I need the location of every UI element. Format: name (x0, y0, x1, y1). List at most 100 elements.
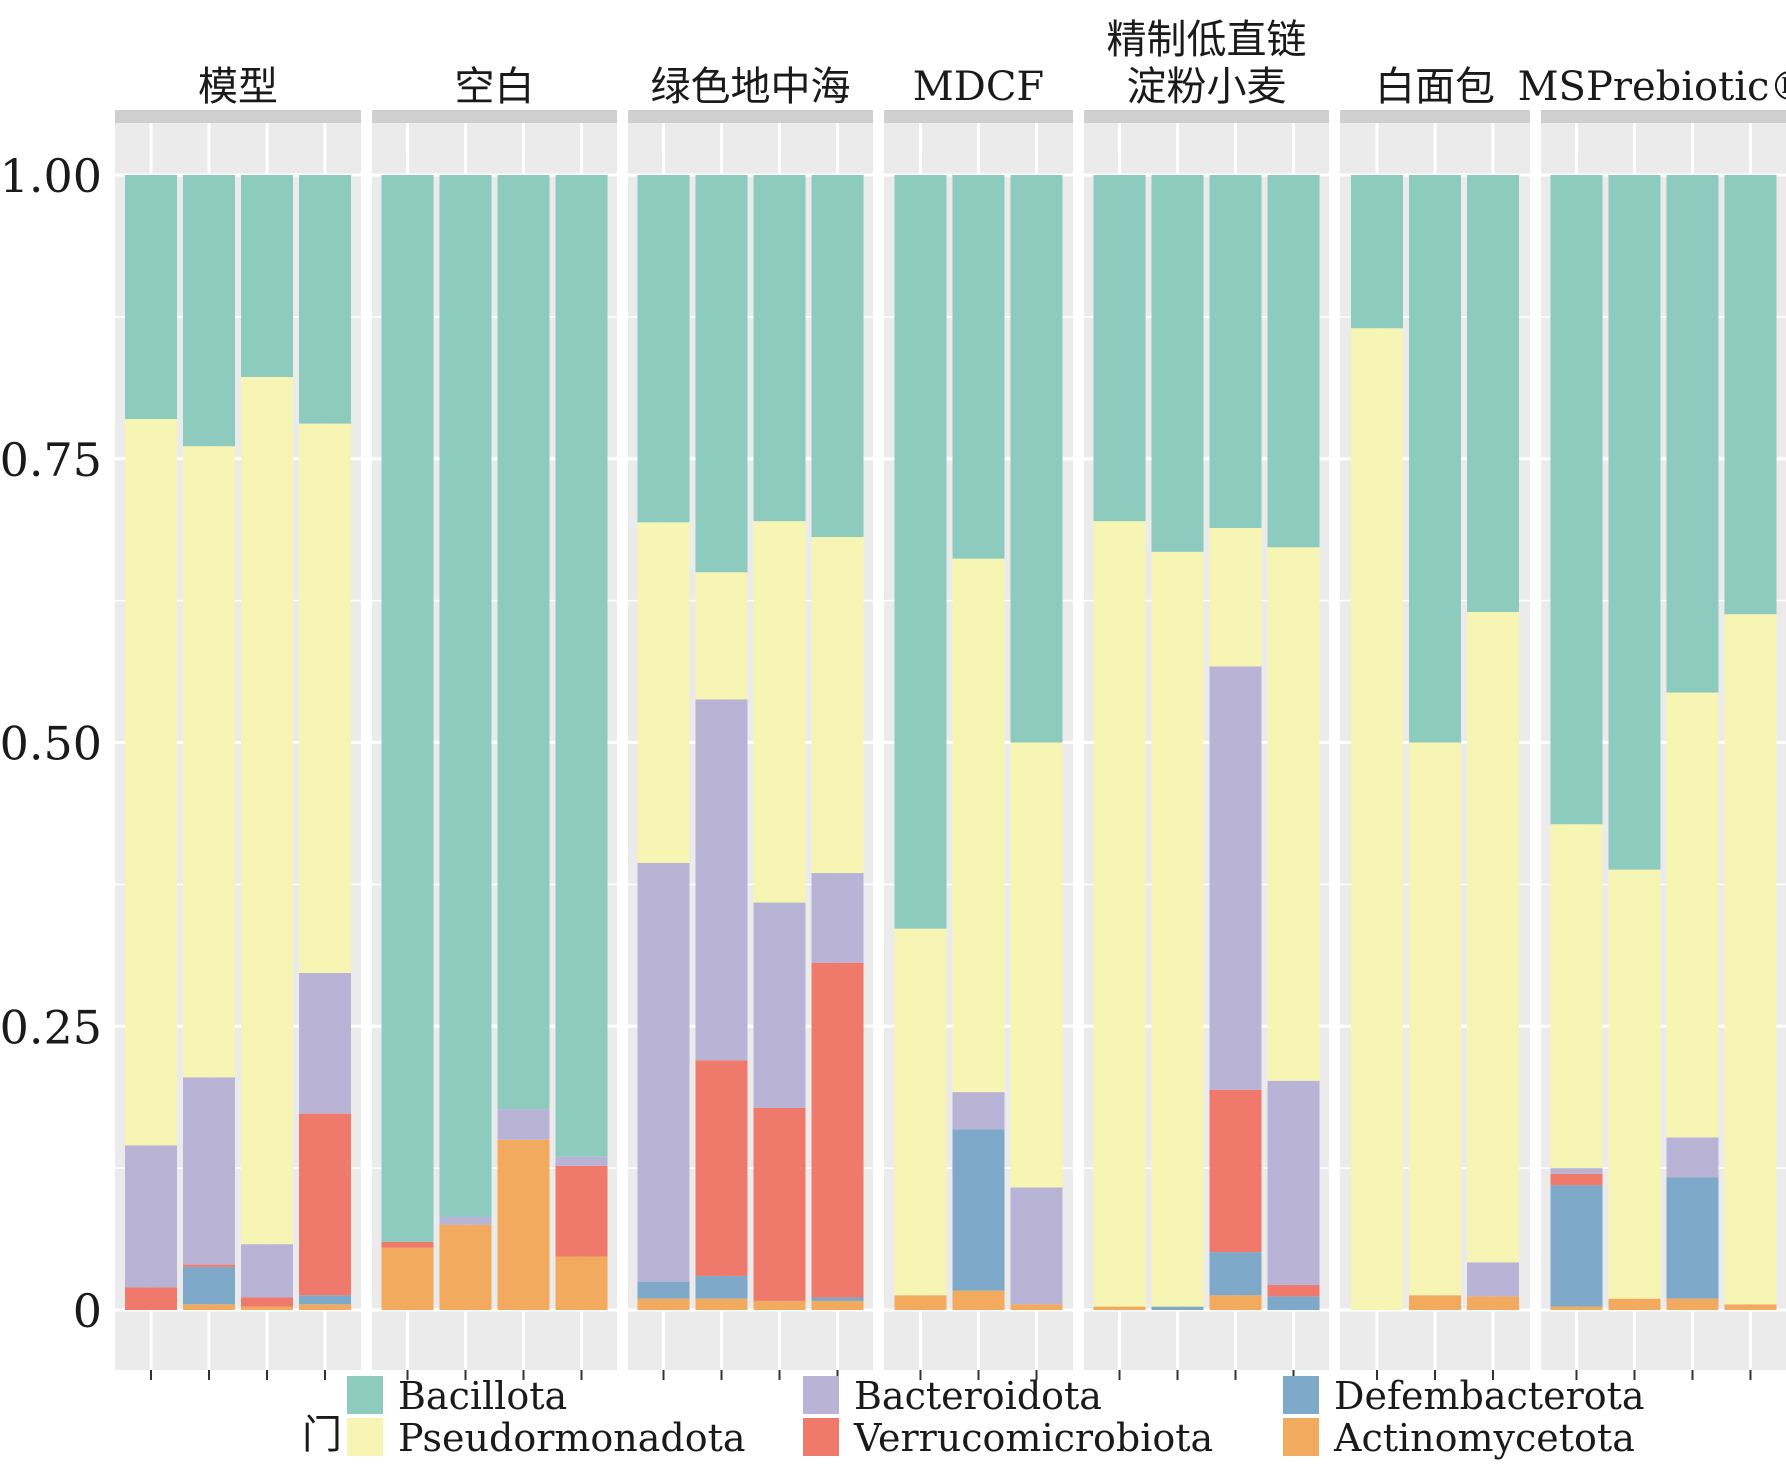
facet-strip (372, 110, 617, 123)
bar-segment-actinomycetota (1010, 1304, 1063, 1310)
bar-segment-bacteroidota (555, 1156, 608, 1166)
bar-segment-bacteroidota (695, 699, 748, 1061)
legend-label-bacteroidota: Bacteroidota (854, 1374, 1102, 1418)
bar-segment-actinomycetota (1724, 1304, 1777, 1310)
facet-panel: 模型 (115, 64, 361, 1380)
bar-stack (1409, 175, 1461, 1310)
bar-segment-verrucomicrobiota (753, 1107, 806, 1301)
bar-segment-bacillota (1666, 175, 1719, 693)
facet-strip (628, 110, 873, 123)
bar-segment-pseudormonadota (1010, 742, 1063, 1188)
bar-segment-pseudormonadota (1267, 547, 1320, 1081)
bar-stack (1151, 175, 1204, 1310)
bar-segment-actinomycetota (183, 1304, 235, 1310)
bar-segment-pseudormonadota (1550, 824, 1603, 1169)
facet-strip (1340, 110, 1530, 123)
bar-stack (637, 175, 690, 1310)
legend-label-actinomycetota: Actinomycetota (1333, 1416, 1635, 1460)
bar-segment-actinomycetota (1467, 1296, 1519, 1310)
bar-segment-bacillota (1467, 175, 1519, 612)
bar-segment-bacillota (125, 175, 177, 420)
legend-swatch-actinomycetota (1283, 1418, 1319, 1456)
facet-title: MSPrebiotic® (1518, 64, 1786, 110)
bar-segment-verrucomicrobiota (1267, 1285, 1320, 1297)
bar-segment-verrucomicrobiota (125, 1287, 177, 1310)
bar-segment-defembacterota (1550, 1185, 1603, 1307)
bar-stack (497, 175, 550, 1310)
bar-stack (183, 175, 235, 1310)
facet-title: 模型 (198, 64, 278, 110)
bar-segment-defembacterota (1267, 1296, 1320, 1310)
bar-segment-bacillota (1010, 175, 1063, 743)
legend-swatch-defembacterota (1283, 1376, 1319, 1414)
bar-segment-actinomycetota (1093, 1306, 1146, 1310)
bar-stack (1724, 175, 1777, 1310)
bar-segment-pseudormonadota (1608, 869, 1661, 1299)
bar-segment-bacillota (1151, 175, 1204, 552)
bar-segment-actinomycetota (1550, 1306, 1603, 1310)
legend-label-verrucomicrobiota: Verrucomicrobiota (853, 1416, 1213, 1460)
bar-segment-pseudormonadota (1666, 692, 1719, 1138)
bar-segment-bacillota (241, 175, 293, 378)
facet-panel: MDCF (884, 64, 1073, 1380)
legend-label-defembacterota: Defembacterota (1334, 1374, 1645, 1418)
bar-stack (1550, 175, 1603, 1310)
bar-segment-bacillota (381, 175, 434, 1242)
bar-segment-actinomycetota (1608, 1298, 1661, 1310)
bar-stack (753, 175, 806, 1310)
facet-title: 绿色地中海 (651, 64, 851, 110)
bar-segment-bacteroidota (299, 972, 351, 1114)
bar-segment-verrucomicrobiota (381, 1241, 434, 1248)
bar-segment-bacillota (952, 175, 1005, 559)
bar-segment-actinomycetota (753, 1300, 806, 1310)
bar-segment-bacteroidota (183, 1077, 235, 1265)
bar-segment-pseudormonadota (299, 423, 351, 973)
y-tick-label: 1.00 (0, 149, 102, 203)
bar-segment-pseudormonadota (753, 521, 806, 903)
bar-segment-bacillota (811, 175, 864, 538)
bar-segment-defembacterota (183, 1266, 235, 1305)
bar-segment-pseudormonadota (695, 572, 748, 700)
bar-segment-bacillota (183, 175, 235, 447)
bar-stack (1093, 175, 1146, 1310)
bar-segment-verrucomicrobiota (183, 1264, 235, 1267)
facet-title: 淀粉小麦 (1127, 64, 1287, 110)
bar-segment-pseudormonadota (1351, 328, 1403, 1311)
bar-stack (1351, 175, 1403, 1311)
legend-label-pseudormonadota: Pseudormonadota (398, 1416, 746, 1460)
bar-segment-defembacterota (1666, 1177, 1719, 1299)
bar-segment-pseudormonadota (183, 446, 235, 1078)
bar-segment-bacillota (637, 175, 690, 523)
bar-stack (125, 175, 177, 1310)
bar-stack (1209, 175, 1262, 1310)
bar-segment-pseudormonadota (952, 558, 1005, 1093)
bar-segment-actinomycetota (497, 1139, 550, 1310)
bar-stack (1010, 175, 1063, 1310)
bar-segment-bacteroidota (1209, 666, 1262, 1090)
bar-stack (811, 175, 864, 1310)
bar-segment-verrucomicrobiota (299, 1113, 351, 1296)
bar-segment-actinomycetota (1209, 1295, 1262, 1310)
bar-segment-bacillota (695, 175, 748, 573)
y-tick-label: 0 (73, 1284, 102, 1338)
bar-segment-pseudormonadota (125, 419, 177, 1146)
bar-segment-verrucomicrobiota (695, 1060, 748, 1276)
facet-strip (884, 110, 1073, 123)
bar-stack (381, 175, 434, 1310)
bar-segment-bacillota (1724, 175, 1777, 615)
bar-stack (894, 175, 947, 1310)
bar-segment-bacillota (1608, 175, 1661, 870)
bar-segment-verrucomicrobiota (241, 1297, 293, 1307)
bar-stack (952, 175, 1005, 1310)
bar-stack (1666, 175, 1719, 1310)
bar-segment-defembacterota (811, 1297, 864, 1301)
facet-strip (1541, 110, 1786, 123)
bar-segment-defembacterota (637, 1281, 690, 1299)
bar-segment-bacteroidota (637, 862, 690, 1282)
bar-segment-bacteroidota (753, 902, 806, 1108)
bar-stack (695, 175, 748, 1310)
bar-segment-bacillota (894, 175, 947, 929)
y-tick-label: 0.75 (0, 433, 102, 487)
